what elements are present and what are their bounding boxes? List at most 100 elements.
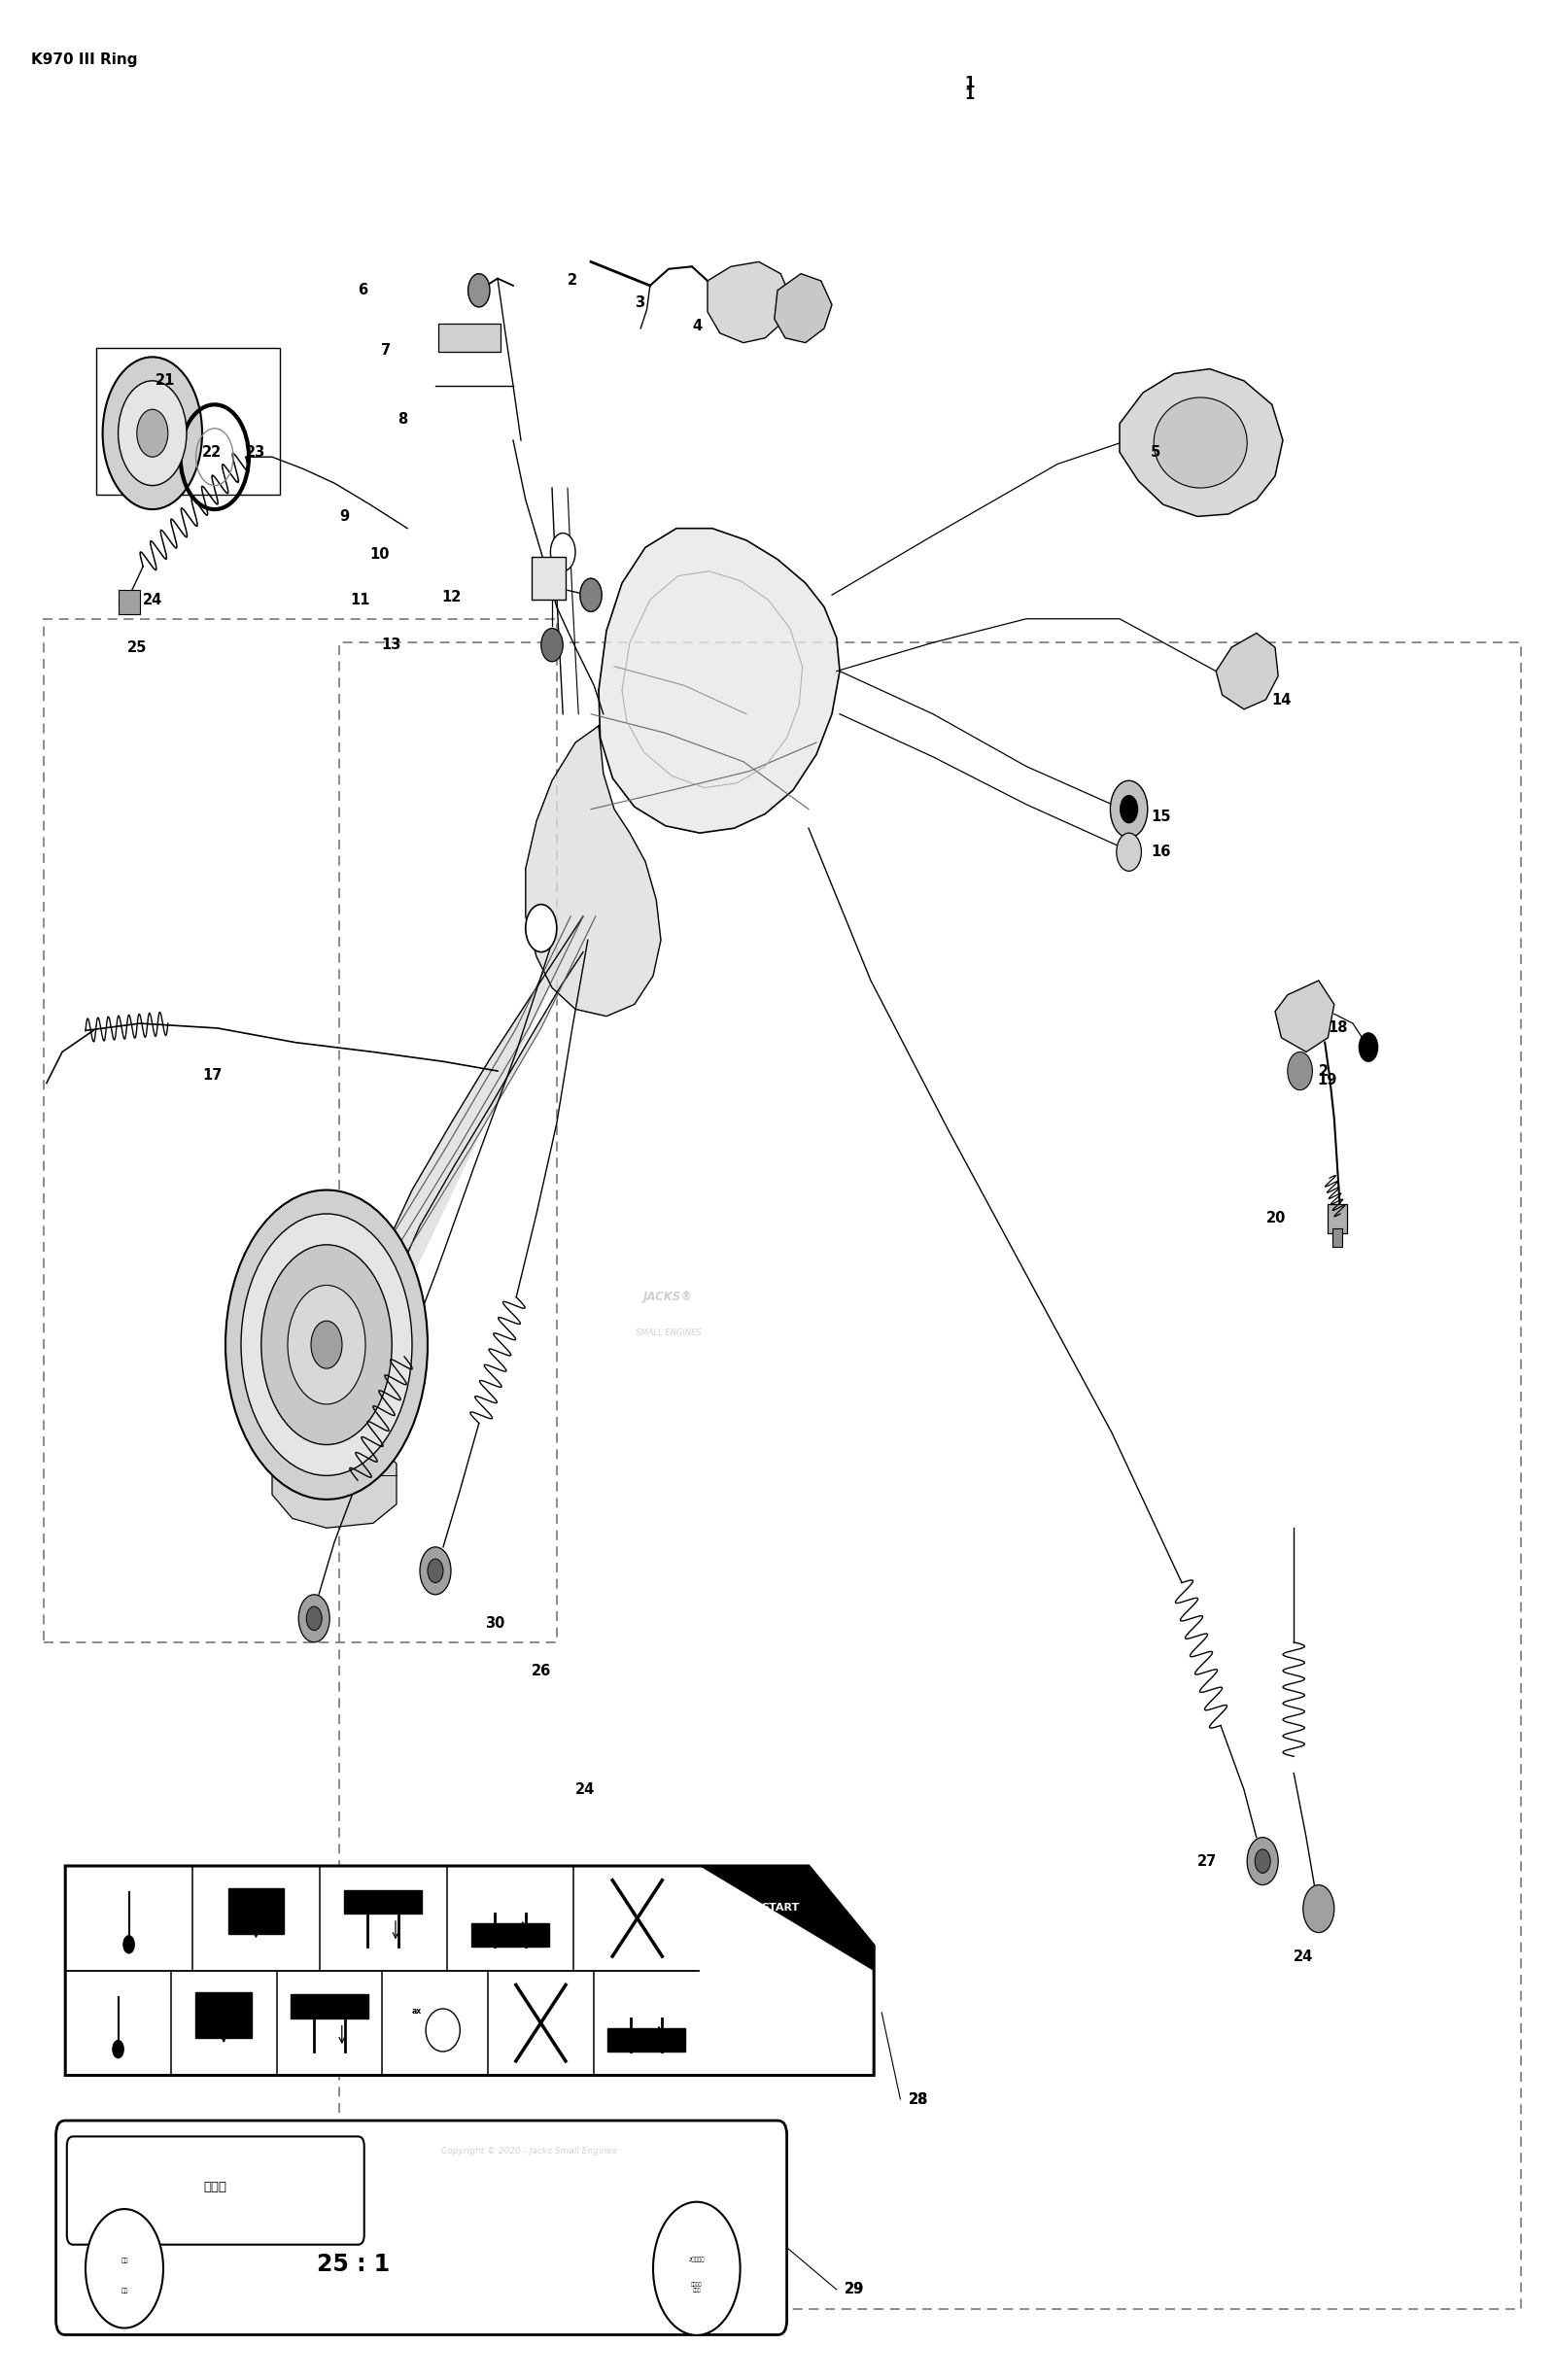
Text: 22: 22 <box>202 445 222 459</box>
Text: ax: ax <box>412 2006 421 2016</box>
Text: SMALL ENGINES: SMALL ENGINES <box>636 1328 701 1338</box>
Text: 30: 30 <box>485 1616 505 1630</box>
Text: エンジン
オイル: エンジン オイル <box>690 2282 703 2292</box>
Circle shape <box>225 1190 428 1499</box>
Bar <box>344 1890 421 1914</box>
Polygon shape <box>319 916 583 1440</box>
Text: 27: 27 <box>1197 1854 1218 1868</box>
Circle shape <box>1288 1052 1312 1090</box>
Bar <box>44 619 557 1642</box>
Circle shape <box>299 1595 330 1642</box>
Text: 26: 26 <box>532 1664 552 1678</box>
Circle shape <box>1110 781 1148 838</box>
Circle shape <box>580 578 602 612</box>
Circle shape <box>428 1559 443 1583</box>
Text: リン: リン <box>121 2287 128 2294</box>
Circle shape <box>137 409 168 457</box>
Text: 19: 19 <box>1317 1073 1337 1088</box>
FancyBboxPatch shape <box>67 2137 364 2244</box>
Text: 2: 2 <box>568 274 577 288</box>
Text: 11: 11 <box>350 593 370 607</box>
Text: 15: 15 <box>1151 809 1171 823</box>
Bar <box>1328 1204 1347 1233</box>
Circle shape <box>288 1285 365 1404</box>
Polygon shape <box>1275 981 1334 1052</box>
Bar <box>291 1994 369 2018</box>
Text: 16: 16 <box>1151 845 1171 859</box>
Ellipse shape <box>1154 397 1247 488</box>
Bar <box>471 1923 549 1947</box>
Text: 21: 21 <box>156 374 176 388</box>
Bar <box>439 324 501 352</box>
Text: 10: 10 <box>370 547 390 562</box>
Polygon shape <box>1120 369 1283 516</box>
Circle shape <box>261 1245 392 1445</box>
Circle shape <box>112 2040 124 2059</box>
Circle shape <box>526 904 557 952</box>
Text: 24: 24 <box>1294 1949 1314 1963</box>
Circle shape <box>468 274 490 307</box>
Polygon shape <box>599 528 840 833</box>
Bar <box>96 347 280 495</box>
Bar <box>532 557 566 600</box>
Text: 14: 14 <box>1272 693 1292 707</box>
Text: 1: 1 <box>964 76 975 90</box>
Polygon shape <box>272 1428 397 1528</box>
Polygon shape <box>708 262 790 343</box>
Circle shape <box>103 357 202 509</box>
Circle shape <box>123 1935 135 1954</box>
Text: START: START <box>762 1904 799 1914</box>
Bar <box>1333 1228 1342 1247</box>
Text: 13: 13 <box>381 638 401 652</box>
Text: 3: 3 <box>634 295 644 309</box>
Polygon shape <box>774 274 832 343</box>
Text: 24: 24 <box>143 593 163 607</box>
Bar <box>608 2028 686 2052</box>
Text: 23: 23 <box>246 445 266 459</box>
Text: 9: 9 <box>339 509 348 524</box>
Circle shape <box>1359 1033 1378 1061</box>
Text: 25 : 1: 25 : 1 <box>317 2254 389 2275</box>
Text: 1: 1 <box>964 88 973 102</box>
Text: 29: 29 <box>844 2282 865 2297</box>
Text: 2: 2 <box>1319 1064 1328 1078</box>
Polygon shape <box>526 726 661 1016</box>
Text: 7: 7 <box>381 343 390 357</box>
Text: 20: 20 <box>1266 1211 1286 1226</box>
Bar <box>229 1887 285 1933</box>
Text: 12: 12 <box>442 590 462 605</box>
Circle shape <box>1303 1885 1334 1933</box>
Bar <box>196 1992 252 2037</box>
Bar <box>118 590 140 614</box>
Circle shape <box>420 1547 451 1595</box>
Text: 25: 25 <box>128 640 148 654</box>
Circle shape <box>241 1214 412 1476</box>
Circle shape <box>86 2209 163 2328</box>
Polygon shape <box>1216 633 1278 709</box>
Text: 6: 6 <box>358 283 367 298</box>
Text: K970 III Ring: K970 III Ring <box>31 52 137 67</box>
Circle shape <box>1247 1837 1278 1885</box>
FancyBboxPatch shape <box>56 2121 787 2335</box>
Text: 28: 28 <box>908 2092 928 2106</box>
Text: 5: 5 <box>1151 445 1160 459</box>
Text: Copyright © 2020 - Jacks Small Engines: Copyright © 2020 - Jacks Small Engines <box>442 2147 616 2156</box>
Polygon shape <box>700 1866 874 1971</box>
Circle shape <box>653 2202 740 2335</box>
Text: JACKS®: JACKS® <box>644 1290 694 1304</box>
Text: 4: 4 <box>692 319 701 333</box>
Circle shape <box>1255 1849 1270 1873</box>
Circle shape <box>311 1321 342 1368</box>
Circle shape <box>306 1606 322 1630</box>
Text: 燃料は: 燃料は <box>204 2180 227 2192</box>
Circle shape <box>550 533 575 571</box>
Text: 17: 17 <box>202 1069 222 1083</box>
Text: 8: 8 <box>398 412 407 426</box>
Circle shape <box>541 628 563 662</box>
Circle shape <box>118 381 187 486</box>
Text: 24: 24 <box>575 1783 596 1797</box>
Polygon shape <box>65 1866 874 2075</box>
Text: 2サイクル: 2サイクル <box>689 2256 704 2261</box>
Text: ガン: ガン <box>121 2259 128 2263</box>
Circle shape <box>1120 795 1138 823</box>
